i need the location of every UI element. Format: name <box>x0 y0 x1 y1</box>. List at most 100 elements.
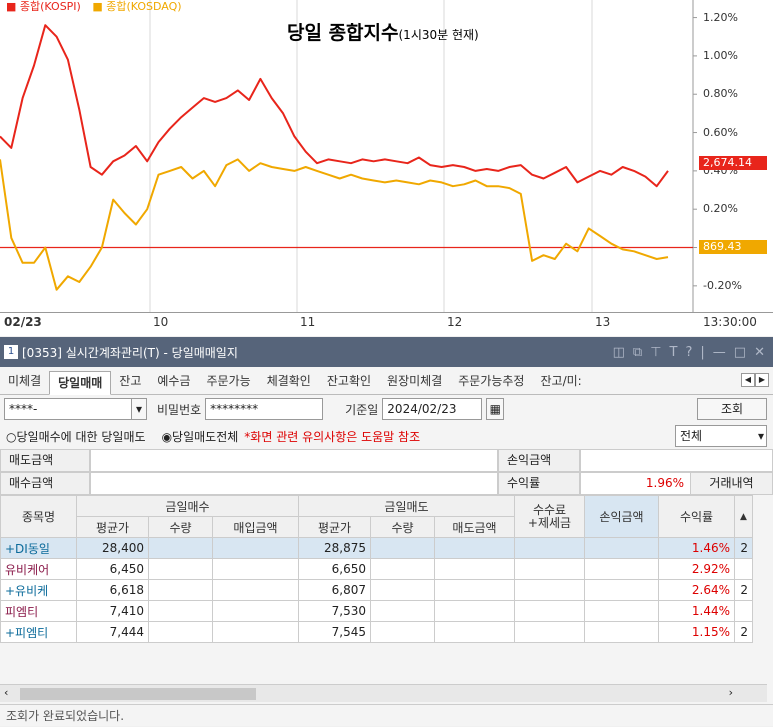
col-buy-qty[interactable]: 수량 <box>148 516 213 538</box>
buy-amount-value <box>90 472 498 495</box>
stock-name: 유비케어 <box>0 558 77 580</box>
rate: 1.44% <box>658 600 735 622</box>
x-axis: 02/23 10 11 12 13 13:30:00 <box>0 312 773 336</box>
close-icon[interactable]: ✕ <box>754 344 765 360</box>
options-row: ○당일매수에 대한 당일매도 ◉당일매도전체 *화면 관련 유의사항은 도움말 … <box>0 423 773 449</box>
table-row[interactable]: +피엠티 7,444 7,545 1.15% 2 <box>0 621 753 643</box>
col-fee[interactable]: 수수료 +제세금 <box>514 495 585 538</box>
tab-ledger-pending[interactable]: 원장미체결 <box>387 374 443 388</box>
tab-balance[interactable]: 잔고 <box>119 374 142 388</box>
rate-cell: 1.96% 거래내역 <box>580 472 773 495</box>
x-tick-label: 11 <box>300 315 316 329</box>
trade-table: 종목명 금일매수 금일매도 수수료 +제세금 손익금액 수익률 ▲ 평균가 수량… <box>0 495 753 643</box>
date-input[interactable]: 2024/02/23 <box>382 398 483 420</box>
pin-icon[interactable]: ⊤ <box>650 344 662 360</box>
link-icon[interactable]: ◫ <box>612 344 625 360</box>
sell-amount-label: 매도금액 <box>0 449 90 472</box>
buy-avg: 6,618 <box>76 579 149 601</box>
tab-fill-check[interactable]: 체결확인 <box>266 374 311 388</box>
account-select[interactable]: ****- <box>4 398 132 420</box>
y-tick-label: 1.20% <box>703 10 738 24</box>
tab-balance-check[interactable]: 잔고확인 <box>326 374 372 388</box>
y-tick-label: -0.20% <box>703 278 742 292</box>
rate-label: 수익률 <box>498 472 580 495</box>
col-buy-avg[interactable]: 평균가 <box>76 516 149 538</box>
scroll-up-icon[interactable]: ▲ <box>734 495 753 538</box>
col-sell-qty[interactable]: 수량 <box>370 516 435 538</box>
pl-amount-label: 손익금액 <box>498 449 580 472</box>
password-input[interactable]: ******** <box>205 398 324 420</box>
col-sell-avg[interactable]: 평균가 <box>298 516 371 538</box>
window-titlebar[interactable]: 1 [0353] 실시간계좌관리(T) - 당일매매일지 ◫ ⧉ ⊤ T ? |… <box>0 337 773 367</box>
x-tick-label: 10 <box>153 315 169 329</box>
table-row[interactable]: +유비케 6,618 6,807 2.64% 2 <box>0 579 753 601</box>
index-chart: ■ 종합(KOSPI) ■ 종합(KOSDAQ) 당일 종합지수(1시30분 현… <box>0 0 773 336</box>
query-button[interactable]: 조회 <box>697 398 767 420</box>
col-name[interactable]: 종목명 <box>0 495 77 538</box>
history-button[interactable]: 거래내역 <box>690 473 772 494</box>
tab-deposit[interactable]: 예수금 <box>157 374 191 388</box>
sell-avg: 7,545 <box>298 621 371 643</box>
status-bar: 조회가 완료되었습니다. <box>0 704 773 726</box>
stock-name: 피엠티 <box>0 600 77 622</box>
calendar-icon[interactable]: ▦ <box>486 398 505 420</box>
row-tail <box>734 558 753 580</box>
col-sell-amount[interactable]: 매도금액 <box>434 516 515 538</box>
buy-avg: 7,410 <box>76 600 149 622</box>
chart-title: 당일 종합지수(1시30분 현재) <box>287 22 479 44</box>
font-icon[interactable]: T <box>669 344 678 360</box>
tab-daily-trade[interactable]: 당일매매 <box>49 371 112 395</box>
date-label: 기준일 <box>345 402 379 417</box>
table-row[interactable]: +DI동일 28,400 28,875 1.46% 2 <box>0 537 753 559</box>
stock-name: +유비케 <box>0 579 77 601</box>
y-tick-label: 0.80% <box>703 87 738 101</box>
radio-same-day[interactable]: ○당일매수에 대한 당일매도 <box>6 429 146 444</box>
col-buy-group: 금일매수 <box>76 495 299 517</box>
buy-avg: 6,450 <box>76 558 149 580</box>
buy-avg: 7,444 <box>76 621 149 643</box>
legend-kospi: ■ 종합(KOSPI) <box>6 0 81 13</box>
minimize-icon[interactable]: — <box>712 344 726 360</box>
scroll-thumb[interactable] <box>20 688 256 700</box>
account-row: ****- ▾ 비밀번호 ******** 기준일 2024/02/23 ▦ 조… <box>0 395 773 423</box>
col-buy-amount[interactable]: 매입금액 <box>212 516 299 538</box>
chevron-down-icon[interactable]: ▾ <box>131 398 147 420</box>
sell-avg: 6,650 <box>298 558 371 580</box>
password-label: 비밀번호 <box>157 402 202 417</box>
tab-orderable[interactable]: 주문가능 <box>206 374 251 388</box>
y-tick-label: 1.00% <box>703 48 738 62</box>
window-title: [0353] 실시간계좌관리(T) - 당일매매일지 <box>22 345 238 360</box>
separator-icon: | <box>700 344 705 360</box>
notice-text: *화면 관련 유의사항은 도움말 참조 <box>244 429 421 444</box>
col-pl[interactable]: 손익금액 <box>584 495 659 538</box>
sell-amount-value <box>90 449 498 472</box>
copy-icon[interactable]: ⧉ <box>632 344 643 360</box>
col-rate[interactable]: 수익률 <box>658 495 735 538</box>
maximize-icon[interactable]: □ <box>733 344 747 360</box>
sell-avg: 7,530 <box>298 600 371 622</box>
tab-balance-more[interactable]: 잔고/미: <box>540 374 582 388</box>
kosdaq-value-box: 869.43 <box>699 240 767 254</box>
x-tick-label: 02/23 <box>4 315 42 329</box>
tab-pending[interactable]: 미체결 <box>8 374 42 388</box>
buy-avg: 28,400 <box>76 537 149 559</box>
pl-amount-value <box>580 449 773 472</box>
tab-orderable-estimate[interactable]: 주문가능추정 <box>458 374 525 388</box>
radio-all-sell[interactable]: ◉당일매도전체 <box>161 429 239 444</box>
scroll-right-icon[interactable]: › <box>728 686 733 699</box>
chevron-down-icon: ▾ <box>757 429 764 443</box>
tab-scroll-right-icon[interactable]: ▶ <box>755 373 769 387</box>
scroll-left-icon[interactable]: ‹ <box>4 686 9 699</box>
y-tick-label: 0.20% <box>703 202 738 216</box>
sell-avg: 28,875 <box>298 537 371 559</box>
filter-select[interactable]: 전체 ▾ <box>675 425 767 447</box>
rate-value: 1.96% <box>645 476 684 490</box>
help-icon[interactable]: ? <box>685 344 693 360</box>
tab-scroll-left-icon[interactable]: ◀ <box>741 373 755 387</box>
buy-amount-label: 매수금액 <box>0 472 90 495</box>
table-row[interactable]: 피엠티 7,410 7,530 1.44% <box>0 600 753 622</box>
tab-bar: 미체결 당일매매 잔고 예수금 주문가능 체결확인 잔고확인 원장미체결 주문가… <box>0 367 773 395</box>
rate: 2.92% <box>658 558 735 580</box>
table-row[interactable]: 유비케어 6,450 6,650 2.92% <box>0 558 753 580</box>
horizontal-scrollbar[interactable]: ‹ › <box>0 684 767 702</box>
